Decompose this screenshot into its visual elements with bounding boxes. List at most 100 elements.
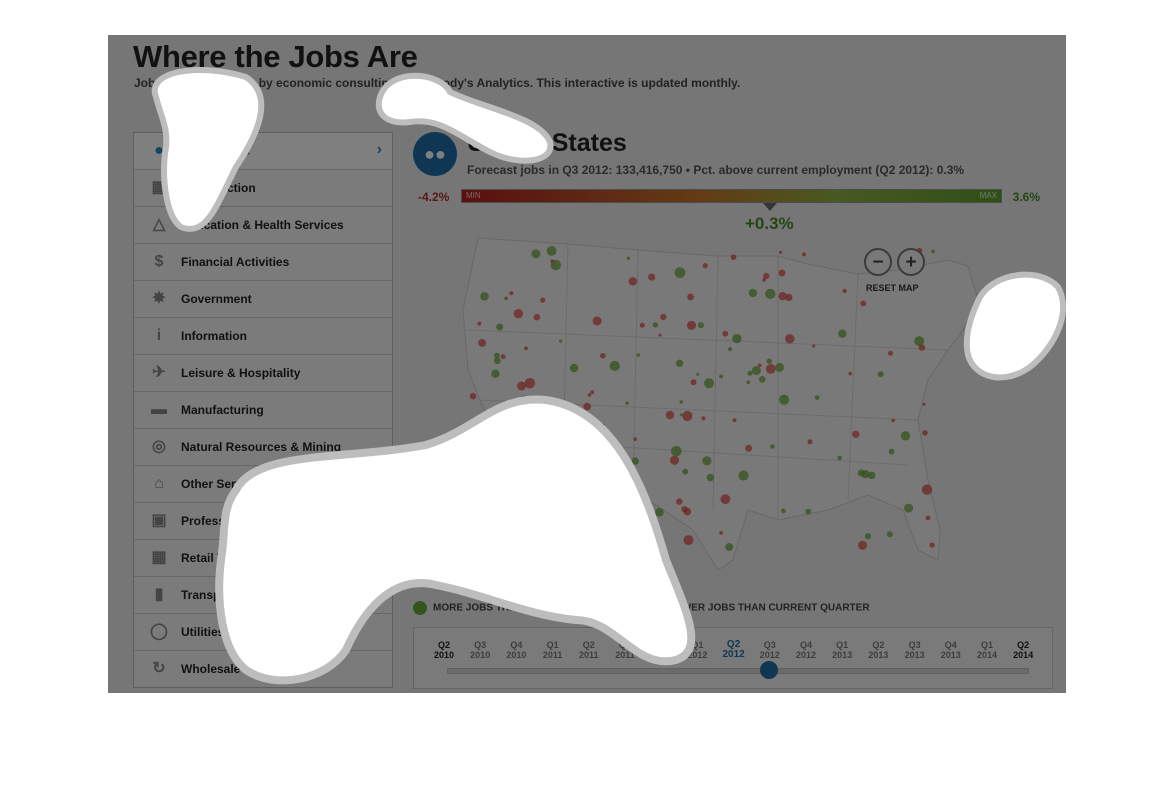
- metro-dot[interactable]: [526, 482, 537, 494]
- timeline-quarter[interactable]: Q1 2013: [824, 640, 860, 660]
- metro-dot[interactable]: [639, 322, 645, 328]
- metro-dot[interactable]: [478, 338, 487, 347]
- metro-dot[interactable]: [725, 543, 734, 551]
- metro-dot[interactable]: [520, 395, 527, 403]
- metro-dot[interactable]: [931, 249, 935, 254]
- metro-dot[interactable]: [766, 358, 772, 364]
- metro-dot[interactable]: [807, 439, 813, 445]
- metro-dot[interactable]: [583, 532, 589, 538]
- metro-dot[interactable]: [778, 269, 786, 277]
- metro-dot[interactable]: [745, 444, 753, 452]
- metro-dot[interactable]: [702, 456, 712, 466]
- sidebar-item[interactable]: △ Education & Health Services: [134, 207, 392, 244]
- metro-dot[interactable]: [524, 498, 534, 509]
- metro-dot[interactable]: [805, 508, 812, 515]
- metro-dot[interactable]: [625, 401, 629, 405]
- metro-dot[interactable]: [533, 313, 541, 321]
- metro-dot[interactable]: [600, 423, 605, 428]
- metro-dot[interactable]: [728, 347, 733, 352]
- timeline-quarter[interactable]: Q3 2013: [897, 640, 933, 660]
- metro-dot[interactable]: [770, 444, 775, 449]
- zoom-out-button[interactable]: −: [864, 248, 892, 276]
- metro-dot[interactable]: [888, 350, 893, 356]
- metro-dot[interactable]: [748, 288, 758, 298]
- sidebar-item[interactable]: ▣ Professional & Business: [134, 503, 392, 540]
- metro-dot[interactable]: [626, 256, 631, 260]
- metro-dot[interactable]: [891, 418, 895, 423]
- metro-dot[interactable]: [569, 363, 579, 373]
- sidebar-item[interactable]: ↻ Wholesale Trade: [134, 651, 392, 687]
- metro-dot[interactable]: [838, 329, 847, 338]
- sidebar-item[interactable]: ▮ Transportation & Warehousing: [134, 577, 392, 614]
- metro-dot[interactable]: [660, 313, 667, 321]
- timeline-quarter[interactable]: Q2 2011: [571, 640, 607, 660]
- metro-dot[interactable]: [671, 445, 682, 457]
- metro-dot[interactable]: [779, 250, 783, 254]
- metro-dot[interactable]: [719, 531, 724, 535]
- metro-dot[interactable]: [732, 333, 742, 344]
- metro-dot[interactable]: [590, 390, 595, 395]
- metro-dot[interactable]: [860, 300, 867, 307]
- metro-dot[interactable]: [681, 505, 688, 513]
- metro-dot[interactable]: [517, 381, 526, 391]
- metro-dot[interactable]: [900, 431, 911, 441]
- metro-dot[interactable]: [609, 548, 613, 552]
- metro-dot[interactable]: [600, 353, 606, 359]
- metro-dot[interactable]: [730, 254, 737, 260]
- metro-dot[interactable]: [470, 539, 479, 548]
- metro-dot[interactable]: [496, 323, 504, 331]
- metro-dot[interactable]: [886, 531, 893, 538]
- metro-dot[interactable]: [720, 494, 731, 505]
- metro-dot[interactable]: [532, 463, 540, 472]
- sidebar-item[interactable]: ▦ Construction: [134, 170, 392, 207]
- metro-dot[interactable]: [702, 263, 708, 269]
- metro-dot[interactable]: [858, 540, 867, 550]
- metro-dot[interactable]: [679, 400, 684, 404]
- metro-dot[interactable]: [690, 379, 697, 386]
- sidebar-item[interactable]: ◎ Natural Resources & Mining: [134, 429, 392, 466]
- metro-dot[interactable]: [482, 414, 492, 424]
- timeline-quarter[interactable]: Q2 2013: [860, 640, 896, 660]
- metro-dot[interactable]: [762, 277, 767, 282]
- metro-dot[interactable]: [697, 322, 704, 329]
- metro-dot[interactable]: [549, 542, 557, 549]
- metro-dot[interactable]: [648, 273, 656, 281]
- metro-dot[interactable]: [775, 362, 785, 372]
- metro-dot[interactable]: [513, 309, 524, 319]
- metro-dot[interactable]: [904, 503, 914, 513]
- metro-dot[interactable]: [491, 369, 500, 378]
- metro-dot[interactable]: [487, 480, 499, 492]
- metro-dot[interactable]: [814, 395, 820, 400]
- timeline-quarter[interactable]: Q3 2011: [607, 640, 643, 660]
- metro-dot[interactable]: [524, 378, 536, 389]
- metro-dot[interactable]: [549, 485, 557, 493]
- metro-dot[interactable]: [837, 455, 842, 461]
- metro-dot[interactable]: [682, 410, 693, 422]
- metro-dot[interactable]: [636, 353, 641, 357]
- metro-dot[interactable]: [557, 444, 562, 450]
- metro-dot[interactable]: [540, 297, 546, 303]
- timeline-quarter[interactable]: Q2 2012: [716, 640, 752, 660]
- metro-dot[interactable]: [758, 376, 766, 383]
- metro-dot[interactable]: [669, 455, 680, 465]
- metro-dot[interactable]: [861, 470, 870, 479]
- metro-dot[interactable]: [596, 535, 600, 539]
- timeline-handle[interactable]: [760, 661, 778, 679]
- timeline-quarter[interactable]: Q2 2014: [1005, 640, 1041, 660]
- metro-dot[interactable]: [848, 371, 852, 376]
- metro-dot[interactable]: [758, 363, 762, 368]
- metro-dot[interactable]: [687, 293, 694, 301]
- metro-dot[interactable]: [675, 359, 684, 367]
- sidebar-item[interactable]: ● All Industries ›: [134, 133, 392, 170]
- metro-dot[interactable]: [665, 410, 675, 420]
- timeline-quarter[interactable]: Q1 2014: [969, 640, 1005, 660]
- metro-dot[interactable]: [633, 437, 638, 441]
- metro-dot[interactable]: [575, 415, 584, 424]
- metro-dot[interactable]: [531, 249, 541, 259]
- metro-dot[interactable]: [925, 515, 931, 521]
- metro-dot[interactable]: [616, 491, 624, 499]
- metro-dot[interactable]: [652, 322, 659, 328]
- metro-dot[interactable]: [732, 418, 737, 423]
- timeline-quarter[interactable]: Q4 2011: [643, 640, 679, 660]
- metro-dot[interactable]: [914, 336, 925, 347]
